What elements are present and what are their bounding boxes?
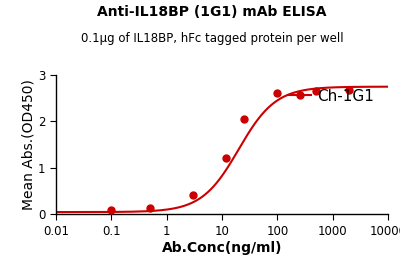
- Text: 0.1μg of IL18BP, hFc tagged protein per well: 0.1μg of IL18BP, hFc tagged protein per …: [81, 32, 343, 45]
- Point: [108, 208, 114, 212]
- Legend: Ch-1G1: Ch-1G1: [282, 83, 380, 110]
- Point: [147, 206, 153, 210]
- Point: [313, 89, 319, 94]
- Y-axis label: Mean Abs.(OD450): Mean Abs.(OD450): [21, 79, 35, 210]
- Point: [274, 91, 280, 95]
- Point: [190, 193, 196, 197]
- X-axis label: Ab.Conc(ng/ml): Ab.Conc(ng/ml): [162, 241, 282, 255]
- Point: [346, 88, 352, 92]
- Point: [241, 117, 247, 121]
- Text: Anti-IL18BP (1G1) mAb ELISA: Anti-IL18BP (1G1) mAb ELISA: [97, 5, 327, 19]
- Point: [223, 156, 230, 160]
